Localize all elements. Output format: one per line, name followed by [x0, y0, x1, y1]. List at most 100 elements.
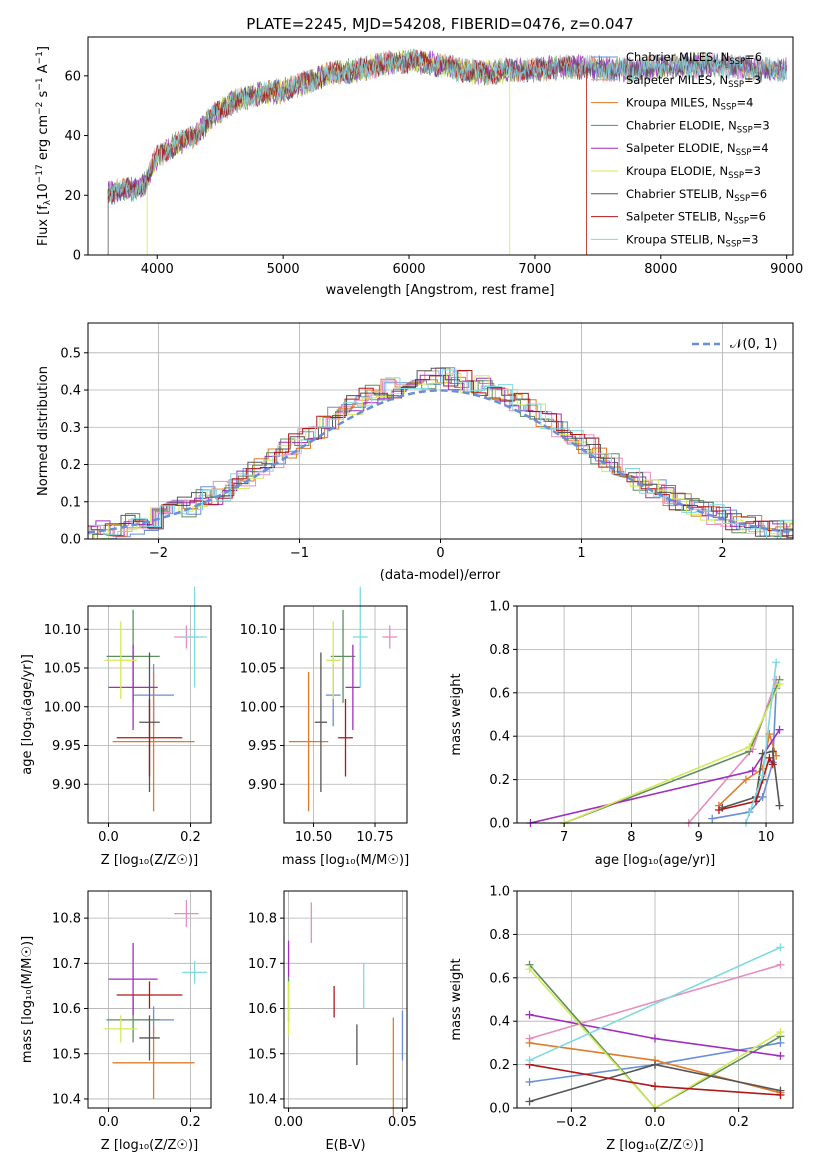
y-axis-label: mass [log₁₀(M/M☉)]	[20, 936, 35, 1063]
y-tick-label: 0.0	[489, 817, 510, 832]
weight-marker	[651, 1034, 659, 1043]
x-tick-label: 7	[560, 830, 568, 845]
x-tick-label: 0.00	[274, 1115, 303, 1130]
y-tick-label: 0.3	[60, 421, 81, 436]
weight-line	[529, 946, 781, 1062]
weight-marker	[765, 753, 774, 762]
weight-marker	[772, 658, 781, 667]
legend-label: Kroupa STELIB, NSSP=3	[626, 232, 758, 249]
weight-marker	[525, 1056, 534, 1065]
x-tick-label: 5000	[267, 262, 300, 277]
y-tick-label: 10.7	[248, 957, 277, 972]
y-tick-label: 0.4	[489, 730, 510, 745]
spectrum-legend: Chabrier MILES, NSSP=6 Salpeter MILES, NS…	[591, 50, 770, 249]
y-tick-label: 10.05	[44, 662, 81, 677]
y-tick-label: 1.0	[489, 885, 510, 900]
x-axis-label: Z [log₁₀(Z/Z☉)]	[101, 853, 198, 868]
weight-marker	[776, 1051, 785, 1060]
weight-marker	[776, 1028, 785, 1037]
weight-marker	[776, 960, 785, 969]
y-tick-label: 9.90	[52, 778, 81, 793]
x-tick-label: 9000	[770, 262, 803, 277]
x-tick-label: −0.2	[556, 1115, 588, 1130]
axes-frame	[87, 605, 212, 824]
y-tick-label: 20	[64, 189, 81, 204]
x-tick-label: 10.75	[356, 830, 393, 845]
y-tick-label: 0.1	[60, 495, 81, 510]
y-tick-label: 10.10	[240, 623, 277, 638]
x-tick-label: 0.2	[180, 830, 201, 845]
mass-vs-ebv-panel: 0.00 0.05 10.4 10.5 10.6 10.7 10.8 E(B-V)	[248, 890, 417, 1153]
y-tick-label: 0.0	[60, 533, 81, 548]
x-axis-label: Z [log₁₀(Z/Z☉)]	[101, 1138, 198, 1153]
spectrum-xlabel: wavelength [Angstrom, rest frame]	[326, 283, 555, 298]
y-tick-label: 0.6	[489, 686, 510, 701]
weight-vs-age-panel: 7 8 9 10 0.0 0.2 0.4 0.6 0.8 1.0 age [log₁₀(age/yr…	[449, 600, 794, 868]
x-tick-label: 8000	[644, 262, 677, 277]
y-tick-label: 0.4	[489, 1015, 510, 1030]
x-tick-label: 8	[627, 830, 635, 845]
y-tick-label: 0.2	[60, 458, 81, 473]
x-tick-label: 0.05	[388, 1115, 417, 1130]
weight-marker	[748, 766, 757, 775]
y-tick-label: 0.2	[489, 773, 510, 788]
residual-panel: −2 −1 0 1 2 0.0 0.1 0.2 0.3 0.4 0.5 (data-model)/e…	[36, 322, 794, 583]
axes-frame	[283, 605, 408, 824]
x-tick-label: −2	[149, 546, 168, 561]
weight-marker	[775, 725, 784, 734]
spectrum-panel: PLATE=2245, MJD=54208, FIBERID=0476, z=0…	[35, 15, 803, 298]
residual-ylabel: Normed distribution	[36, 366, 51, 496]
y-tick-label: 10.7	[52, 957, 81, 972]
legend-label: Kroupa MILES, NSSP=4	[626, 96, 753, 113]
y-tick-label: 0.4	[60, 384, 81, 399]
weight-marker	[708, 814, 717, 823]
y-tick-label: 9.95	[248, 739, 277, 754]
weight-marker	[525, 965, 534, 974]
legend-label: Salpeter MILES, NSSP=3	[626, 73, 761, 90]
x-tick-label: 10	[758, 830, 775, 845]
weight-marker	[758, 771, 767, 780]
x-tick-label: 0.0	[98, 1115, 119, 1130]
y-tick-label: 10.05	[240, 662, 277, 677]
y-tick-label: 10.4	[248, 1092, 277, 1107]
y-tick-label: 10.6	[52, 1002, 81, 1017]
residual-histogram	[88, 367, 793, 540]
y-tick-label: 0.2	[489, 1058, 510, 1073]
weight-marker	[775, 801, 784, 810]
x-tick-label: 6000	[392, 262, 425, 277]
y-tick-label: 0.8	[489, 643, 510, 658]
residual-histogram	[88, 369, 793, 540]
x-axis-label: Z [log₁₀(Z/Z☉)]	[606, 1138, 703, 1153]
y-tick-label: 10.4	[52, 1092, 81, 1107]
spectrum-ylabel: Flux [fλ10−17 erg cm−2 s−1 A−1]	[35, 46, 53, 246]
axes-frame	[87, 890, 212, 1109]
x-tick-label: 0.2	[180, 1115, 201, 1130]
y-tick-label: 9.90	[248, 778, 277, 793]
weight-marker	[765, 730, 774, 739]
x-tick-label: 0.2	[728, 1115, 749, 1130]
x-tick-label: 7000	[518, 262, 551, 277]
x-tick-label: 0	[436, 546, 444, 561]
x-axis-label: mass [log₁₀(M/M☉)]	[282, 853, 409, 868]
x-axis-label: E(B-V)	[325, 1138, 365, 1153]
weight-marker	[776, 1090, 785, 1099]
y-axis-label: age [log₁₀(age/yr)]	[20, 654, 35, 775]
legend-label: Chabrier ELODIE, NSSP=3	[626, 118, 770, 135]
y-tick-label: 9.95	[52, 739, 81, 754]
y-tick-label: 0.5	[60, 346, 81, 361]
weight-vs-Z-panel: −0.2 0.0 0.2 0.0 0.2 0.4 0.6 0.8 1.0 Z [log₁₀(Z/Z…	[449, 885, 794, 1153]
weight-marker	[758, 792, 767, 801]
legend-label: Salpeter ELODIE, NSSP=4	[626, 141, 769, 158]
weight-marker	[745, 743, 754, 752]
x-tick-label: −1	[290, 546, 309, 561]
y-tick-label: 10.5	[248, 1047, 277, 1062]
weight-marker	[525, 1097, 534, 1106]
weight-marker	[776, 943, 785, 952]
residual-legend: 𝒩(0, 1)	[692, 337, 777, 352]
y-axis-label: mass weight	[449, 673, 464, 755]
y-tick-label: 10.8	[248, 912, 277, 927]
y-tick-label: 10.6	[248, 1002, 277, 1017]
spectrum-title: PLATE=2245, MJD=54208, FIBERID=0476, z=0…	[246, 15, 633, 33]
y-tick-label: 10.5	[52, 1047, 81, 1062]
